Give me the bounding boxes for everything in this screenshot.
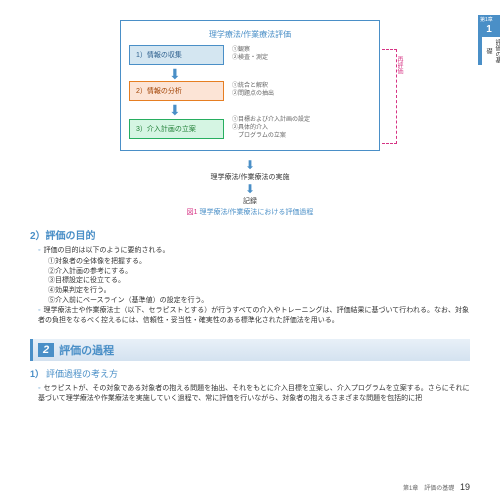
fc-box-1: 1）情報の収集 [129, 45, 224, 65]
flowchart: 理学療法/作業療法評価 1）情報の収集 ①観察②検査・測定 ⬇ 2）情報の分析 … [120, 20, 380, 151]
bullet-2: ◦理学療法士や作業療法士（以下、セラピストとする）が行うすべての介入やトレーニン… [30, 306, 470, 327]
fc-title: 理学療法/作業療法評価 [129, 29, 371, 40]
tab-ch: 第1章 [478, 15, 500, 24]
fc-bottom-2: 記録 [30, 196, 470, 206]
fc-note-3: ①目標および介入計画の設定②具体的介入 プログラムの立案 [232, 117, 310, 140]
fc-box-2: 2）情報の分析 [129, 81, 224, 101]
sub-3: ③目標設定に役立てる。 [30, 276, 470, 286]
heading-approach: 1）評価過程の考え方 [30, 367, 470, 380]
section-num: 2 [38, 343, 54, 357]
sub-1: ①対象者の全体像を把握する。 [30, 257, 470, 267]
sub-5: ⑤介入前にベースライン（基準値）の設定を行う。 [30, 296, 470, 306]
fc-note-2: ①統合と解釈②問題点の抽出 [232, 83, 274, 99]
fc-note-1: ①観察②検査・測定 [232, 47, 268, 63]
dash-line [382, 49, 397, 144]
arrow-4: ⬇ [30, 183, 470, 195]
fc-box-3: 3）介入計画の立案 [129, 119, 224, 139]
page-footer: 第1章 評価の基礎 19 [403, 482, 470, 492]
arrow-2: ⬇ [169, 103, 371, 117]
sub-2: ②介入計画の参考にする。 [30, 267, 470, 277]
tab-label: 評価の基礎 [482, 37, 500, 65]
fig-caption: 図1 理学療法/作業療法における評価過程 [30, 207, 470, 217]
section-title: 評価の過程 [59, 342, 114, 358]
chapter-tab: 第1章 1 評価の基礎 [478, 15, 500, 65]
sub-4: ④効果判定を行う。 [30, 286, 470, 296]
bullet-3: ◦セラピストが、その対象である対象者の抱える問題を抽出、それをもとに介入目標を立… [30, 384, 470, 405]
arrow-1: ⬇ [169, 67, 371, 81]
tab-num: 1 [478, 24, 500, 35]
arrow-3: ⬇ [30, 159, 470, 171]
fc-bottom-1: 理学療法/作業療法の実施 [30, 172, 470, 182]
bullet-1: ◦評価の目的は以下のように要約される。 [30, 246, 470, 257]
heading-purpose: 2）評価の目的 [30, 227, 470, 242]
section-bar: 2 評価の過程 [30, 339, 470, 361]
